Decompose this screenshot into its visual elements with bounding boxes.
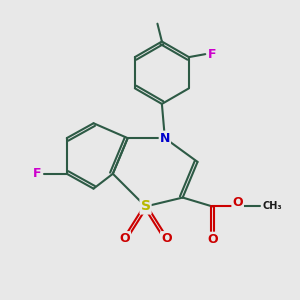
Text: O: O [232, 196, 243, 208]
Text: N: N [160, 132, 170, 145]
Text: O: O [207, 233, 218, 246]
Text: O: O [161, 232, 172, 245]
Text: S: S [140, 200, 151, 214]
Text: O: O [119, 232, 130, 245]
Text: CH₃: CH₃ [262, 202, 282, 212]
Text: F: F [33, 167, 41, 180]
Text: F: F [208, 48, 216, 61]
